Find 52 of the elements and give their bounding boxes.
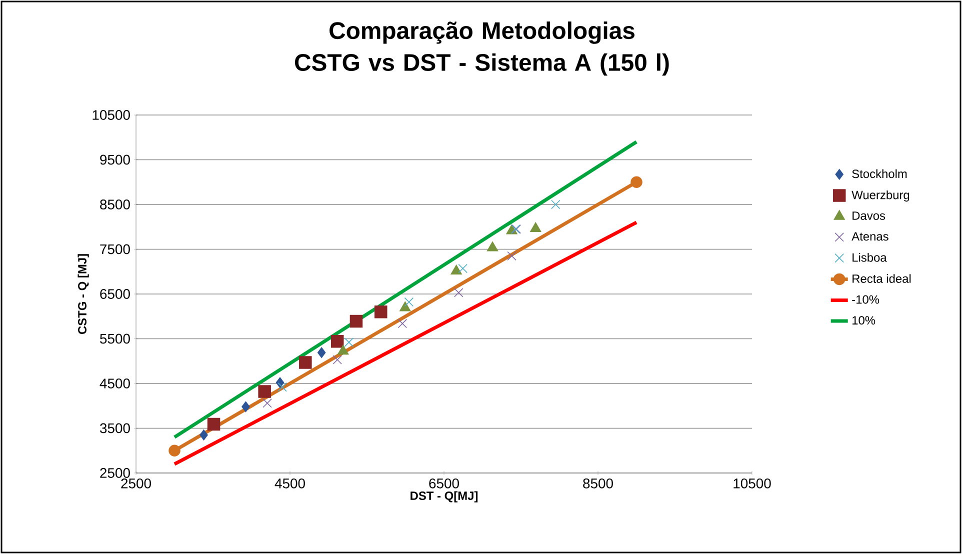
- point: [278, 382, 287, 392]
- point: [400, 301, 411, 312]
- y-tick-label: 4500: [100, 378, 130, 388]
- y-tick-label: 9500: [100, 154, 130, 165]
- y-tick-label: 8500: [100, 200, 130, 210]
- point: [276, 377, 284, 388]
- point: [317, 347, 326, 358]
- point: [299, 356, 312, 369]
- legend-label: 10%: [852, 316, 876, 325]
- legend-label: Davos: [852, 212, 886, 220]
- point: [486, 242, 498, 252]
- legend-label: Atenas: [852, 232, 888, 241]
- y-tick-label: 5500: [100, 334, 130, 344]
- y-tick-label: 7500: [100, 244, 130, 254]
- legend-label: Wuerzburg: [852, 190, 910, 202]
- x-tick-label: 4500: [274, 478, 305, 488]
- y-axis-title: CSTG - Q [MJ]: [78, 254, 89, 334]
- x-tick-label: 2500: [121, 478, 151, 488]
- x-tick-label: 6500: [429, 478, 459, 488]
- x-tick-label: 8500: [583, 478, 613, 488]
- point: [330, 335, 344, 348]
- point: [530, 222, 542, 232]
- legend-label: Stockholm: [852, 169, 907, 178]
- point: [374, 306, 388, 318]
- point: [207, 418, 220, 431]
- y-tick-label: 3500: [100, 423, 130, 434]
- legend-label: -10%: [852, 295, 880, 304]
- y-tick-label: 6500: [100, 289, 130, 299]
- point: [404, 297, 414, 307]
- point: [551, 200, 560, 210]
- point: [454, 288, 464, 298]
- point: [168, 444, 180, 456]
- legend-label: Lisboa: [852, 252, 887, 262]
- y-tick-label: 2500: [100, 468, 130, 478]
- point: [398, 318, 408, 328]
- point: [350, 314, 363, 328]
- legend-label: Recta ideal: [852, 274, 911, 283]
- point: [630, 176, 642, 188]
- x-tick-label: 10500: [734, 478, 771, 488]
- point: [262, 398, 272, 408]
- chart-title: Comparação Metodologias CSTG vs DST - Sistema A (150 l): [294, 22, 669, 76]
- point: [332, 355, 342, 364]
- point: [458, 264, 468, 274]
- x-axis-title: DST - Q[MJ]: [410, 491, 478, 502]
- point: [344, 338, 354, 347]
- point: [450, 264, 462, 275]
- point: [258, 385, 271, 398]
- point: [200, 430, 208, 440]
- y-tick-label: 10500: [92, 110, 130, 120]
- point: [338, 344, 349, 355]
- point: [507, 251, 516, 261]
- point: [242, 401, 250, 412]
